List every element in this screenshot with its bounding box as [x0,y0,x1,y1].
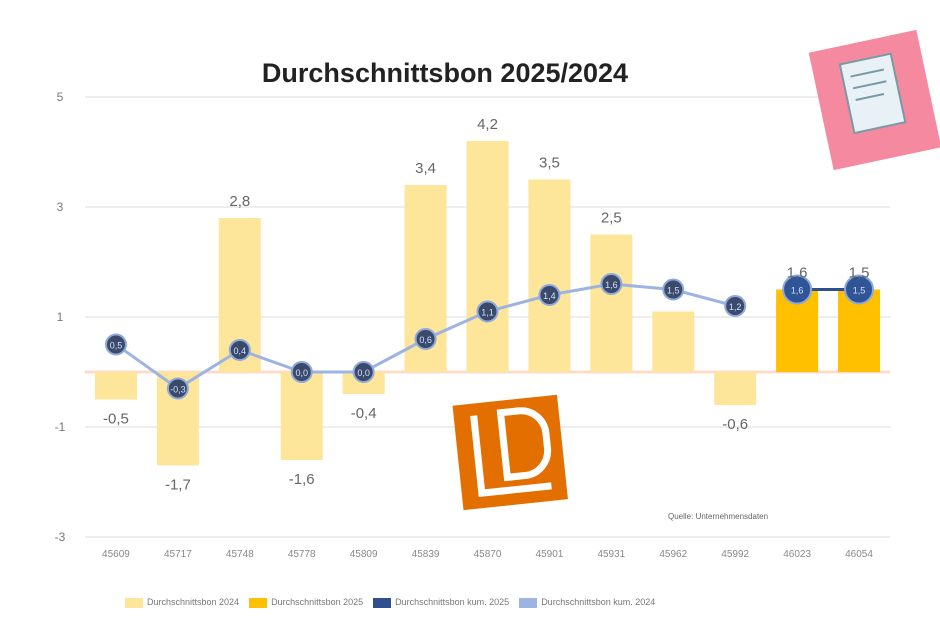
x-tick-label: 45962 [659,549,687,560]
x-tick-label: 45901 [536,549,564,560]
point-label: 1,6 [605,280,618,290]
bar-2024 [590,234,633,372]
x-tick-label: 45809 [350,549,378,560]
x-tick-label: 45778 [288,549,316,560]
source-note: Quelle: Unternehmensdaten [668,512,769,521]
legend-item: Durchschnittsbon 2025 [249,597,363,608]
line-point [228,339,251,361]
point-label: 1,2 [729,302,742,312]
y-tick-label: 5 [57,90,64,104]
point-label: 1,4 [543,291,556,301]
line-point [414,328,437,350]
point-label: 1,1 [481,308,494,318]
y-tick-label: -3 [55,530,66,544]
receipt-icon [808,29,940,171]
point-label: 0,6 [419,335,432,345]
data-label: -0,6 [722,416,748,433]
line-point [600,273,623,295]
line-point [290,361,313,383]
data-label: 2,5 [601,210,622,227]
line-point [352,361,375,383]
chart-title: Durchschnittsbon 2025/2024 [262,58,628,88]
legend-label: Durchschnittsbon 2024 [147,597,240,607]
legend-item: Durchschnittsbon kum. 2024 [519,597,655,608]
y-tick-label: -1 [55,420,66,434]
data-label: -0,4 [351,405,377,422]
x-tick-label: 45931 [597,549,625,560]
x-tick-label: 45992 [721,549,749,560]
data-label: 4,2 [477,116,498,133]
point-label: 1,5 [667,286,680,296]
point-label: 1,5 [853,286,866,296]
data-label: -1,7 [165,477,191,494]
line-point [844,274,875,305]
x-tick-label: 46054 [845,549,873,560]
data-label: 3,5 [539,155,560,172]
line-point [724,295,747,317]
legend-swatch [519,597,538,608]
point-label: 1,6 [791,286,804,296]
bar-2024 [280,372,323,460]
data-label: 3,4 [415,160,436,177]
legend-item: Durchschnittsbon 2024 [125,597,239,608]
point-label: -0,3 [170,385,186,395]
x-tick-label: 45870 [474,549,502,560]
line-point [662,278,685,301]
bar-2024 [466,141,509,372]
legend: Durchschnittsbon 2024 Durchschnittsbon 20… [125,597,655,608]
data-label: 1,5 [849,265,870,282]
data-label: 2,8 [229,193,250,210]
line-point [476,300,499,323]
y-tick-label: 3 [57,200,64,214]
line-point [166,377,189,400]
ld-logo [452,394,568,511]
legend-label: Durchschnittsbon 2025 [271,597,364,607]
x-tick-label: 45748 [226,549,254,560]
x-tick-label: 45609 [102,549,130,560]
legend-swatch [125,597,143,608]
point-label: 0,5 [110,341,123,351]
legend-swatch [249,597,268,608]
data-label: 1,6 [787,265,808,282]
legend-item: Durchschnittsbon kum. 2025 [373,597,509,608]
bar-2024 [94,372,137,400]
legend-label: Durchschnittsbon kum. 2025 [395,597,510,607]
line-point [104,333,127,356]
point-label: 0,0 [357,368,370,378]
legend-label: Durchschnittsbon kum. 2024 [541,597,656,607]
legend-swatch [373,597,392,608]
line-point [782,274,813,305]
point-label: 0,4 [234,346,247,356]
bar-2024 [652,311,695,372]
point-label: 0,0 [295,368,308,378]
x-tick-label: 45839 [412,549,440,560]
x-tick-label: 45717 [164,549,192,560]
line-point [538,284,561,306]
y-tick-label: 1 [57,310,64,324]
data-label: -0,5 [103,411,129,428]
bar-2024 [714,372,757,405]
data-label: -1,6 [289,471,315,488]
x-tick-label: 46023 [783,549,811,560]
bar-2024 [528,179,571,372]
